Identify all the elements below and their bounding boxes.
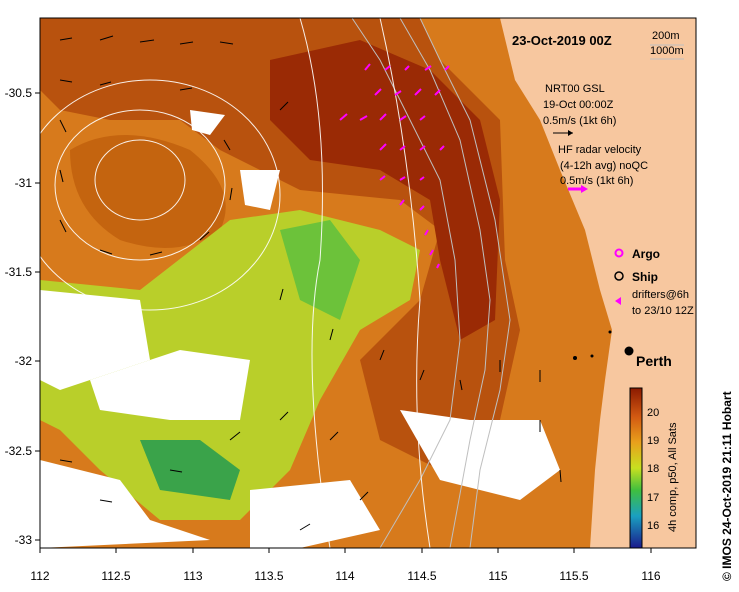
depth-label-200m: 200m — [652, 30, 680, 42]
depth-label-1000m: 1000m — [650, 45, 684, 57]
x-tick: 115 — [488, 569, 507, 583]
hf-scale-arrowhead — [581, 185, 588, 193]
hf-label: HF radar velocity — [558, 144, 642, 156]
perth-label: Perth — [636, 353, 672, 369]
hf-radar-arrows — [339, 63, 450, 269]
x-tick: 113.5 — [254, 569, 283, 583]
y-tick: -31.5 — [5, 265, 33, 279]
green-patch — [280, 220, 360, 320]
coastline-features — [573, 330, 612, 360]
x-tick: 114.5 — [407, 569, 436, 583]
colorbar-tick: 20 — [647, 407, 659, 419]
cloud-gaps — [40, 110, 560, 548]
argo-marker-icon — [614, 248, 624, 258]
colorbar-tick: 18 — [647, 463, 659, 475]
x-axis: 112 112.5 113 113.5 114 114.5 115 115.5 … — [30, 548, 661, 583]
hf-avg: (4-12h avg) noQC — [560, 160, 648, 172]
y-tick: -33 — [15, 533, 33, 547]
colorbar-tick: 16 — [647, 520, 659, 532]
y-tick: -32 — [15, 354, 33, 368]
x-tick: 115.5 — [559, 569, 588, 583]
colorbar-tick: 17 — [647, 492, 659, 504]
hf-scale: 0.5m/s (1kt 6h) — [560, 175, 633, 187]
x-tick: 112.5 — [101, 569, 130, 583]
drifter-marker-icon — [615, 297, 621, 305]
leeuwin-core — [270, 40, 500, 340]
green-patch-south — [140, 440, 240, 500]
imos-credit: © IMOS 24-Oct-2019 21:11 Hobart — [720, 391, 734, 581]
gsl-date: 19-Oct 00:00Z — [543, 99, 614, 111]
gsl-scale-arrowhead — [568, 130, 573, 136]
map-title: 23-Oct-2019 00Z — [512, 33, 612, 48]
x-tick: 112 — [30, 569, 49, 583]
colorbar-label: 4h comp, p50, All Sats — [667, 422, 679, 532]
x-tick: 113 — [183, 569, 202, 583]
gsl-label: NRT00 GSL — [545, 83, 605, 95]
ship-marker-icon — [614, 271, 624, 281]
argo-label: Argo — [632, 247, 660, 261]
plot-frame — [39, 17, 697, 549]
drifter-date: to 23/10 12Z — [632, 305, 694, 317]
drifter-label: drifters@6h — [632, 289, 689, 301]
y-axis: -30.5 -31 -31.5 -32 -32.5 -33 — [5, 86, 40, 547]
perth-marker-icon — [624, 346, 634, 356]
land-australia — [500, 18, 696, 548]
x-tick: 114 — [335, 569, 354, 583]
y-tick: -31 — [15, 176, 33, 190]
x-tick: 116 — [641, 569, 660, 583]
colorbar-tick: 19 — [647, 435, 659, 447]
ship-label: Ship — [632, 270, 658, 284]
gsl-velocity-arrows — [59, 35, 562, 531]
map-field — [40, 18, 696, 548]
y-tick: -32.5 — [5, 444, 33, 458]
gsl-contours — [40, 18, 431, 548]
gsl-scale: 0.5m/s (1kt 6h) — [543, 115, 616, 127]
eddy-core — [70, 135, 226, 248]
colorbar — [629, 387, 643, 549]
y-tick: -30.5 — [5, 86, 33, 100]
